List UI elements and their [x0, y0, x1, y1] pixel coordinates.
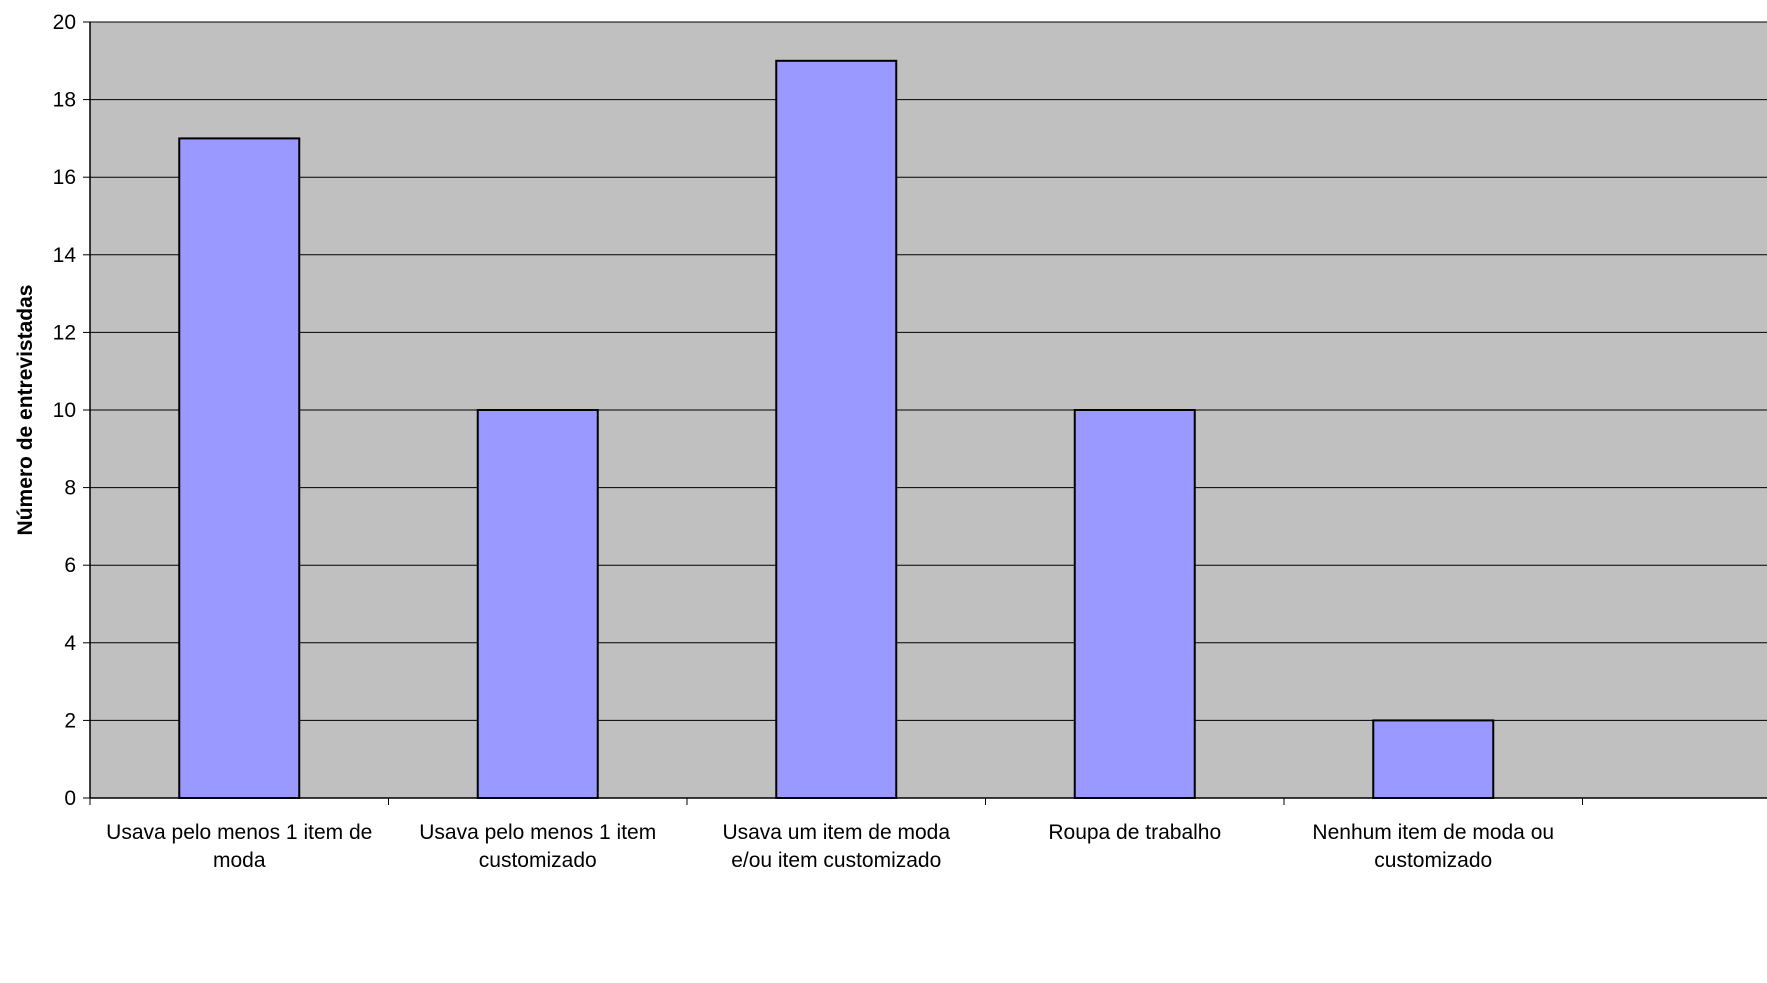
bar	[476, 409, 599, 799]
y-tick-label: 10	[53, 399, 76, 422]
x-category-label: Nenhum item de moda ou customizado	[1312, 821, 1554, 872]
bars	[178, 59, 1495, 800]
x-category-labels: Usava pelo menos 1 item de moda Usava pelo…	[106, 821, 1554, 872]
bar	[775, 59, 898, 800]
bar	[1073, 409, 1196, 799]
x-category-label: Usava pelo menos 1 item customizado	[419, 821, 656, 872]
y-tick-label: 14	[53, 244, 77, 267]
y-tick-label: 8	[64, 477, 76, 500]
y-tick-label: 18	[53, 89, 76, 112]
y-axis-title: Número de entrevistadas	[14, 285, 37, 536]
y-tick-label: 4	[64, 632, 76, 655]
bar	[178, 137, 301, 799]
y-tick-label: 12	[53, 321, 76, 344]
gridlines	[90, 21, 1767, 721]
y-tick-label: 20	[53, 11, 76, 34]
y-tick-labels: 0 2 4 6 8 10 12 14 16 18 20	[53, 11, 77, 810]
y-tick-label: 0	[64, 787, 76, 810]
axes	[83, 21, 1767, 805]
x-category-label: Roupa de trabalho	[1048, 821, 1221, 844]
bar	[1372, 719, 1495, 800]
y-tick-label: 16	[53, 166, 76, 189]
y-tick-label: 6	[64, 554, 76, 577]
x-category-label: Usava um item de moda e/ou item customiza…	[722, 821, 950, 872]
x-category-label: Usava pelo menos 1 item de moda	[106, 821, 372, 872]
y-tick-label: 2	[64, 709, 76, 732]
